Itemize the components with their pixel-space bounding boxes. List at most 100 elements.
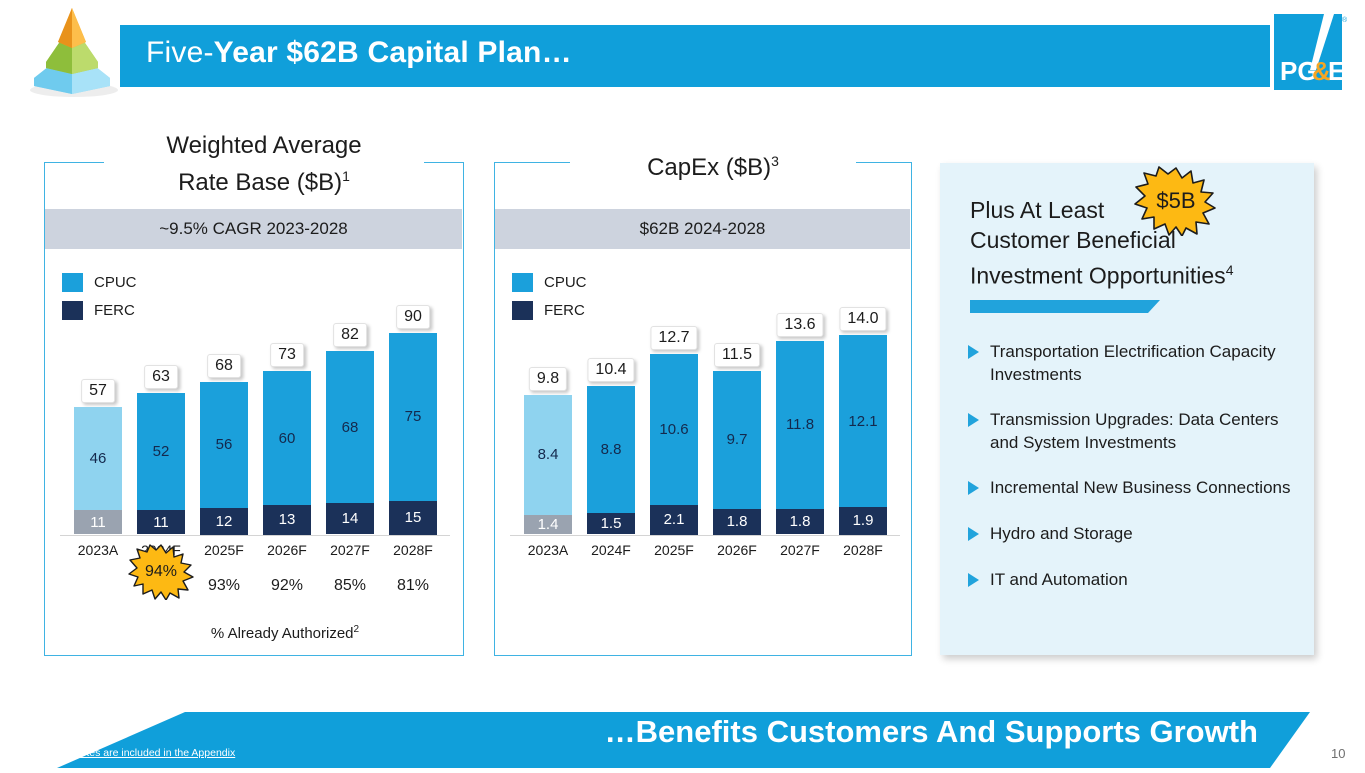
bar-group: 13.6 11.8 1.8 2027F [776,312,824,558]
list-item[interactable]: Transportation Electrification Capacity … [968,340,1308,386]
capex-total-band: $62B 2024-2028 [495,209,910,249]
legend-item-ferc: FERC [62,299,137,321]
legend-item-ferc: FERC [512,299,587,321]
list-item[interactable]: Transmission Upgrades: Data Centers and … [968,408,1308,454]
pyramid-logo-icon [22,6,122,98]
slide-footer: …Benefits Customers And Supports Growth … [0,700,1365,768]
bar-segment-ferc: 11 [137,509,185,535]
bar-segment-ferc: 1.9 [839,507,887,535]
bar-group: 12.7 10.6 2.1 2025F [650,325,698,558]
x-axis-label: 2024F [591,541,631,558]
bar-group: 82 68 14 2027F [326,322,374,558]
x-axis-line [60,534,450,536]
pct-authorized-value: 81% [396,577,430,594]
capex-legend: CPUC FERC [512,271,587,327]
capex-chart: 9.8 8.4 1.4 2023A 10.4 8.8 1.5 2024F 12.7 10.6 2.1… [510,296,900,558]
bar-group: 9.8 8.4 1.4 2023A [524,366,572,558]
svg-text:PG: PG [1280,56,1318,86]
list-item-label: IT and Automation [990,570,1128,589]
legend-label-cpuc: CPUC [94,273,137,291]
bar-total-label: 9.8 [528,366,568,391]
bar-segment-cpuc: 46 [74,406,122,510]
bar-total-label: 57 [81,378,115,403]
rate-base-chart: 5746112023A6352112024F6856122025F7360132… [60,296,450,558]
bar-group: 11.5 9.7 1.8 2026F [713,342,761,558]
pct-authorized-value: 92% [270,577,304,594]
bar-segment-ferc: 13 [263,505,311,535]
footer-tagline: …Benefits Customers And Supports Growth [604,714,1258,749]
list-item[interactable]: Hydro and Storage [968,522,1308,546]
legend-item-cpuc: CPUC [62,271,137,293]
page-number: 10 [1331,746,1346,761]
svg-text:&: & [1312,56,1331,86]
bar-segment-cpuc: 12.1 [839,335,887,508]
triangle-right-icon [968,476,990,500]
bar-group: 14.0 12.1 1.9 2028F [839,307,887,558]
bar-group: 6352112024F [137,365,185,558]
bar-segment-ferc: 11 [74,509,122,535]
card-heading-footnote: 4 [1225,262,1234,278]
list-item[interactable]: Incremental New Business Connections [968,476,1308,500]
page-title-main: Year $62B Capital Plan… [213,36,572,69]
page-title: Five-Year $62B Capital Plan… [146,36,572,70]
card-heading-line3: Investment Opportunities [970,262,1226,289]
pge-logo: PG & E ® [1272,8,1350,96]
authorized-bracket: % Already Authorized2 [150,616,420,648]
bar-segment-ferc: 2.1 [650,504,698,535]
x-axis-label: 2023A [527,541,569,558]
triangle-right-icon [968,522,990,546]
slide-header: Five-Year $62B Capital Plan… PG & E ® [0,0,1365,112]
capex-title: CapEx ($B)3 [570,146,856,183]
page-title-prefix: Five- [146,36,214,69]
bar-total-label: 82 [333,322,367,347]
x-axis-label: 2027F [780,541,820,558]
card-heading-line2: Customer Beneficial [970,227,1176,253]
bar-group: 10.4 8.8 1.5 2024F [587,358,635,558]
bar-total-label: 11.5 [714,342,760,367]
pct-already-authorized-row: 94% 93% 92% 85% 81% [60,544,450,602]
x-axis-label: 2028F [843,541,883,558]
legend-item-cpuc: CPUC [512,271,587,293]
five-billion-badge: $5B [1133,166,1219,236]
authorized-caption-text: % Already Authorized [210,625,354,642]
ferc-swatch-icon [62,300,83,320]
bar-segment-ferc: 1.8 [776,508,824,535]
opportunities-bullet-list: Transportation Electrification Capacity … [968,340,1308,614]
capex-title-footnote: 3 [771,153,779,169]
bar-group: 73 60 13 2026F [263,343,311,558]
capex-title-text: CapEx ($B) [647,154,772,181]
bar-segment-ferc: 14 [326,503,374,535]
bar-total-label: 90 [396,304,430,329]
cpuc-swatch-icon [62,272,83,292]
x-axis-label: 2027F [330,541,370,558]
svg-text:E: E [1328,56,1345,86]
legend-label-cpuc: CPUC [544,273,587,291]
x-axis-label: 2025F [654,541,694,558]
bar-total-label: 63 [144,365,178,390]
x-axis-label: 2028F [393,541,433,558]
bar-segment-cpuc: 60 [263,371,311,506]
legend-label-ferc: FERC [94,301,135,319]
bar-segment-ferc: 1.5 [587,513,635,535]
pct-authorized-value: 85% [333,577,367,594]
rate-base-title-footnote: 1 [342,168,350,184]
endnotes-link[interactable]: Endnotes are included in the Appendix [56,747,236,759]
bar-group: 68 56 12 2025F [200,354,248,558]
card-heading: Plus At Least Customer Beneficial Invest… [970,195,1300,291]
x-axis-label: 2026F [717,541,757,558]
bar-total-label: 73 [270,343,304,368]
list-item[interactable]: IT and Automation [968,568,1308,592]
rate-base-title-line2: Rate Base ($B) [178,169,343,196]
bar-segment-cpuc: 10.6 [650,353,698,505]
bar-group: 90 75 15 2028F [389,304,437,558]
investment-opportunities-card: Plus At Least Customer Beneficial Invest… [940,163,1314,655]
bar-total-label: 68 [207,354,241,379]
triangle-right-icon [968,568,990,592]
card-heading-line1: Plus At Least [970,197,1105,223]
bar-segment-cpuc: 8.4 [524,394,572,515]
bar-segment-ferc: 15 [389,500,437,535]
bar-total-label: 14.0 [839,307,887,332]
x-axis-label: 2025F [204,541,244,558]
bar-group: 57 46 11 2023A [74,378,122,558]
bar-segment-cpuc: 9.7 [713,370,761,509]
